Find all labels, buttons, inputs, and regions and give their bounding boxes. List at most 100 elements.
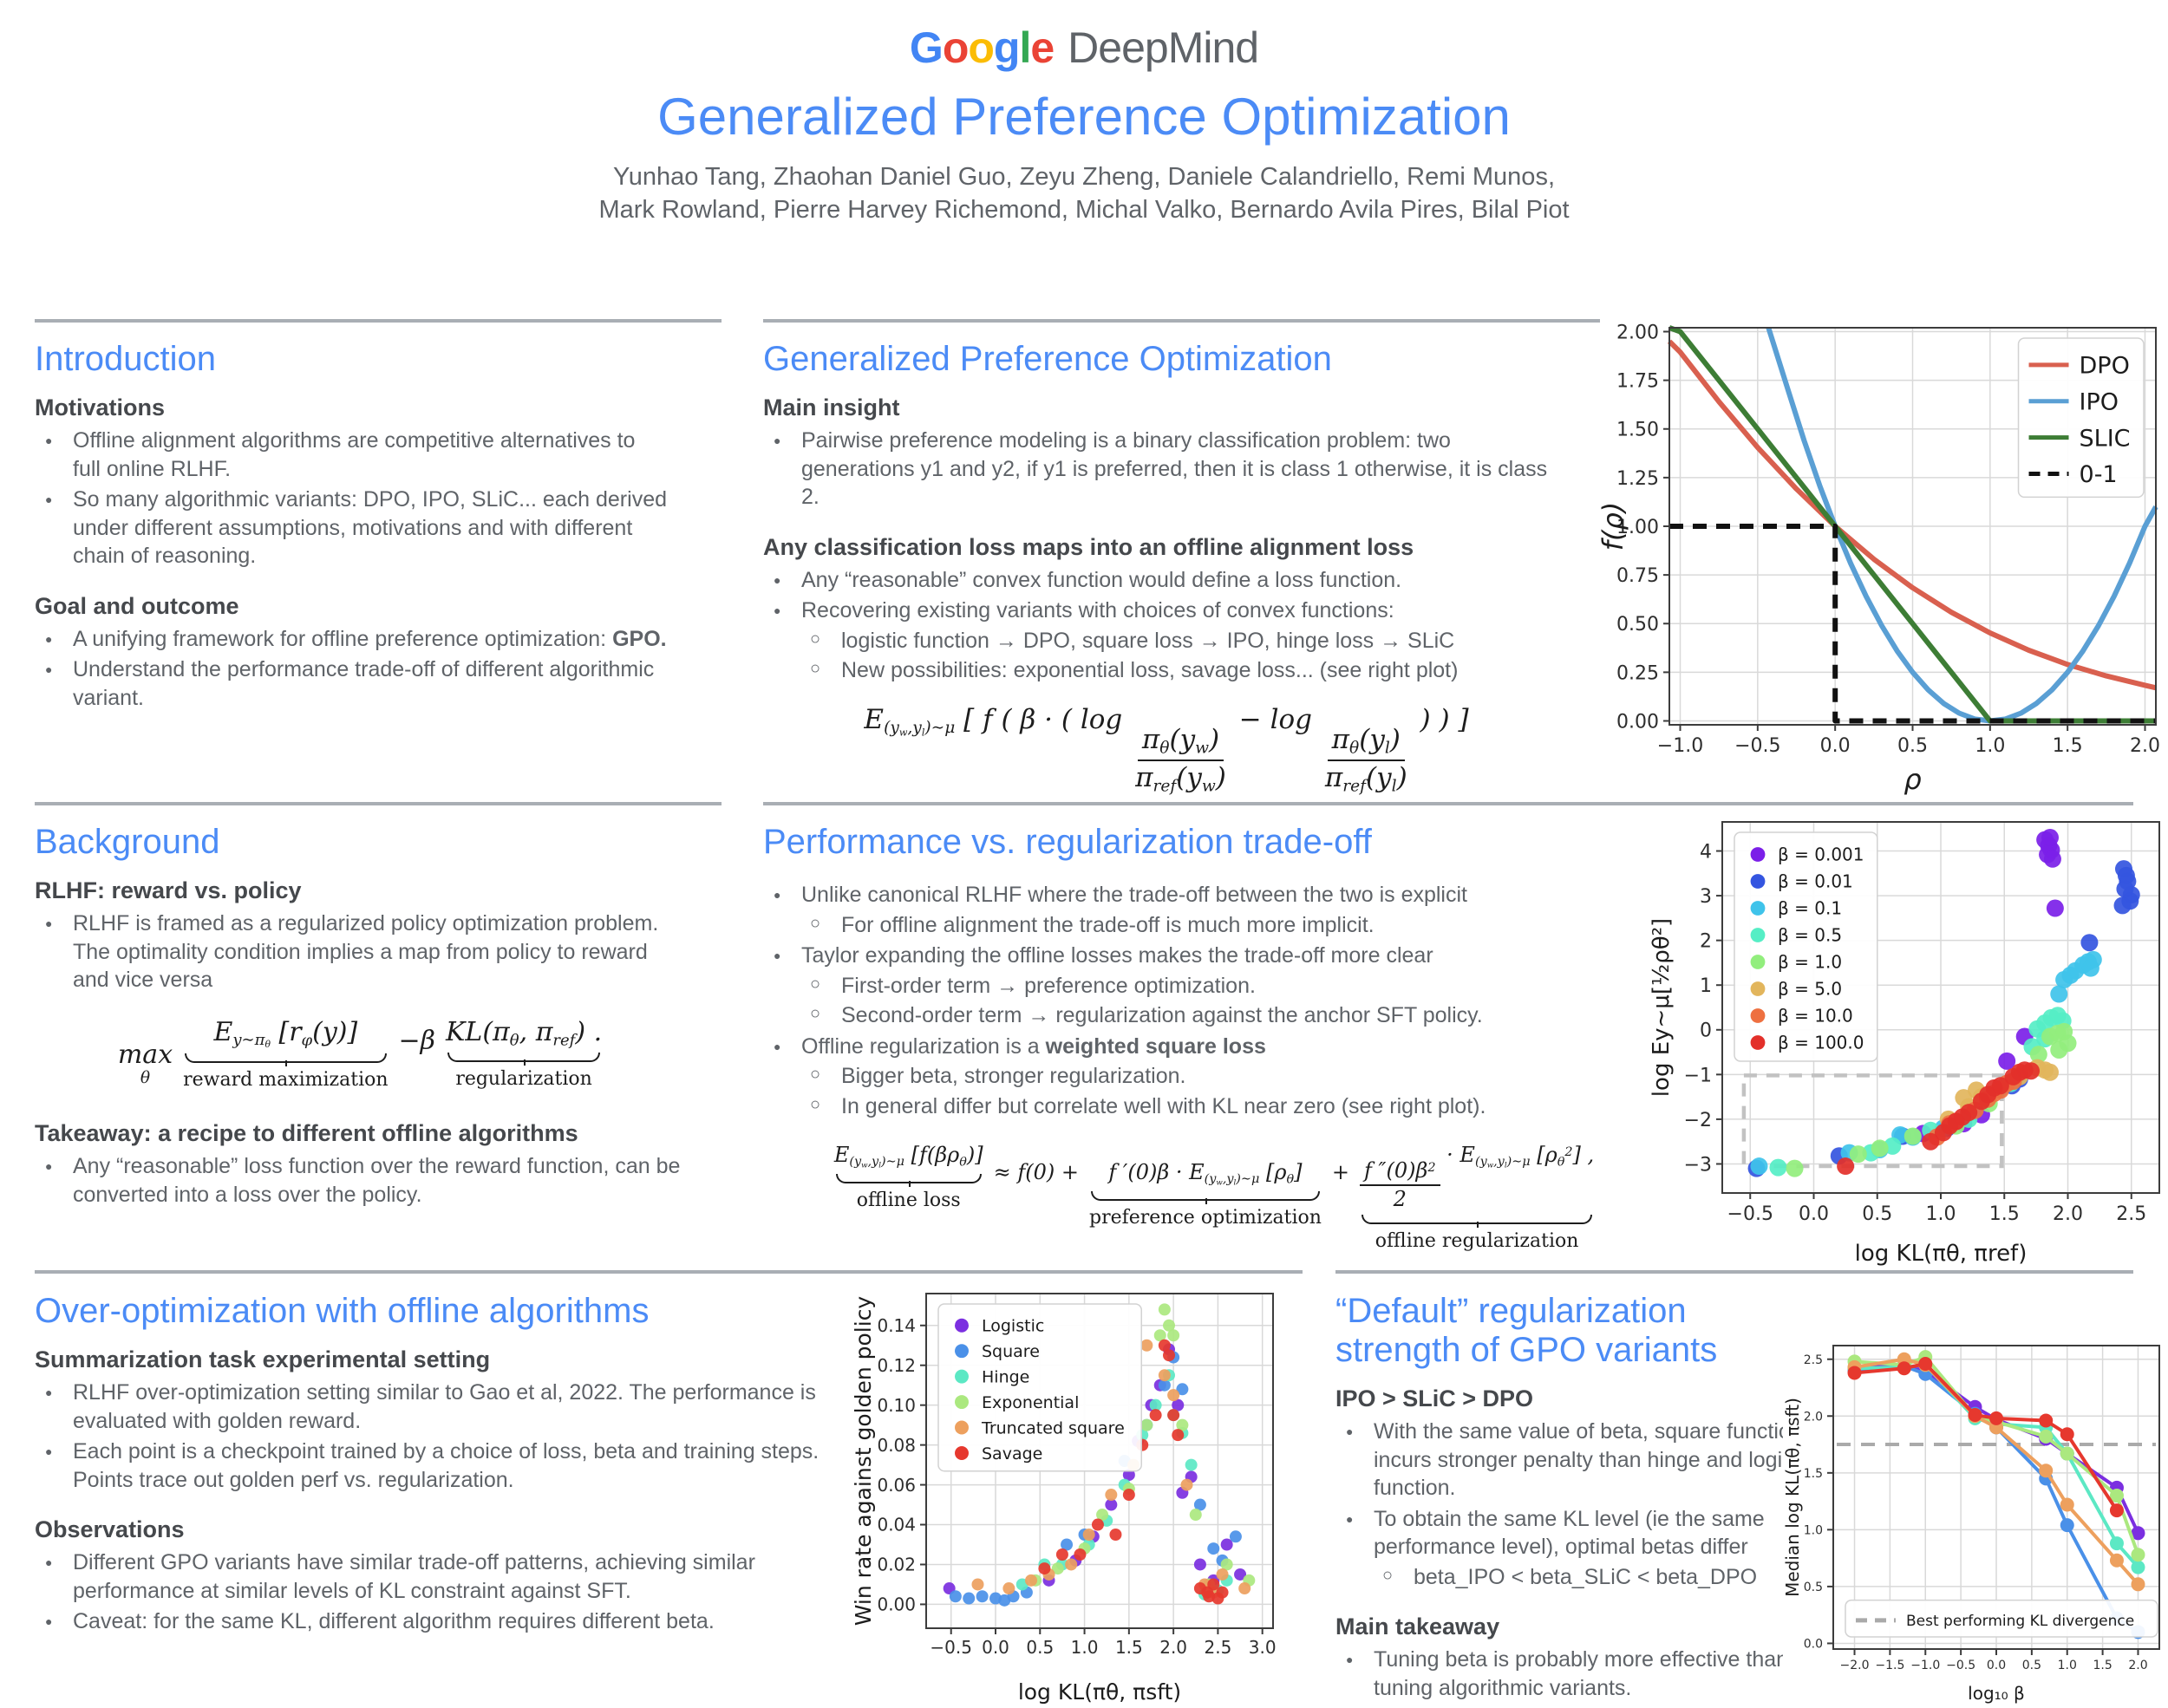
bullet-list: Tuning beta is probably more effective t… bbox=[1335, 1646, 1821, 1702]
svg-text:0.50: 0.50 bbox=[1616, 614, 1659, 636]
logo-letter: e bbox=[1030, 23, 1055, 72]
sub-bullet-list: logistic function → DPO, square loss → I… bbox=[801, 627, 1570, 685]
list-item: A unifying framework for offline prefere… bbox=[35, 625, 668, 654]
list-item: RLHF is framed as a regularized policy o… bbox=[35, 909, 685, 994]
authors: Yunhao Tang, Zhaohan Daniel Guo, Zeyu Zh… bbox=[598, 163, 1570, 225]
svg-text:1.50: 1.50 bbox=[1616, 420, 1659, 441]
list-item: First-order term → preference optimizati… bbox=[801, 972, 1665, 1001]
svg-text:SLIC: SLIC bbox=[2080, 425, 2131, 452]
subheading: Main insight bbox=[763, 394, 900, 420]
svg-text:f(ρ): f(ρ) bbox=[1600, 502, 1629, 551]
svg-text:2.0: 2.0 bbox=[2053, 1203, 2083, 1225]
logo-letter: o bbox=[942, 23, 970, 72]
svg-text:1.5: 1.5 bbox=[1115, 1637, 1143, 1658]
section-title: Introduction bbox=[35, 340, 217, 378]
svg-text:0.12: 0.12 bbox=[877, 1355, 916, 1376]
svg-text:−2.0: −2.0 bbox=[1840, 1659, 1870, 1672]
subheading: RLHF: reward vs. policy bbox=[35, 877, 302, 903]
subheading: Goal and outcome bbox=[35, 592, 239, 619]
list-item: In general differ but correlate well wit… bbox=[801, 1092, 1665, 1121]
logo-letter: l bbox=[1019, 23, 1031, 72]
list-item: Bigger beta, stronger regularization. bbox=[801, 1062, 1665, 1091]
svg-text:1.75: 1.75 bbox=[1616, 371, 1659, 393]
svg-text:DPO: DPO bbox=[2080, 353, 2130, 380]
svg-text:0.0: 0.0 bbox=[982, 1637, 1009, 1658]
svg-text:−0.5: −0.5 bbox=[1946, 1659, 1975, 1672]
list-item: Understand the performance trade-off of … bbox=[35, 655, 668, 712]
svg-text:−1.0: −1.0 bbox=[1910, 1659, 1940, 1672]
underbrace bbox=[834, 1173, 983, 1187]
list-item: Second-order term → regularization again… bbox=[801, 1001, 1665, 1030]
svg-text:0.0: 0.0 bbox=[1799, 1203, 1829, 1225]
svg-text:log₁₀ β: log₁₀ β bbox=[1968, 1683, 2025, 1704]
svg-text:2.5: 2.5 bbox=[2116, 1203, 2146, 1225]
bullet-list: Pairwise preference modeling is a binary… bbox=[763, 427, 1570, 512]
svg-text:ρ: ρ bbox=[1904, 763, 1921, 796]
svg-text:0.0: 0.0 bbox=[1987, 1659, 2006, 1672]
svg-text:0.5: 0.5 bbox=[1026, 1637, 1054, 1658]
section-background: Background RLHF: reward vs. policy RLHF … bbox=[35, 823, 685, 1211]
svg-text:log KL(πθ, πref): log KL(πθ, πref) bbox=[1855, 1241, 2028, 1267]
tradeoff-scatter-chart: −0.5 0.0 0.5 1.0 1.5 2.0 2.5 −3 −2 −1 0 1 2 3 4 log KL(… bbox=[1648, 813, 2168, 1268]
svg-text:0.0: 0.0 bbox=[1820, 735, 1851, 757]
list-item: With the same value of beta, square func… bbox=[1335, 1418, 1821, 1503]
svg-text:4: 4 bbox=[1700, 841, 1712, 863]
svg-text:0.5: 0.5 bbox=[1897, 735, 1928, 757]
list-item: To obtain the same KL level (ie the same… bbox=[1335, 1505, 1821, 1592]
deepmind-wordmark: DeepMind bbox=[1068, 23, 1259, 72]
divider bbox=[35, 319, 722, 323]
svg-text:1.0: 1.0 bbox=[2058, 1659, 2077, 1672]
poster-title: Generalized Preference Optimization bbox=[657, 88, 1511, 146]
rlhf-objective-formula: max θ Ey∼πθ [rφ(y)] reward maximization −… bbox=[117, 1016, 603, 1092]
svg-text:Logistic: Logistic bbox=[982, 1317, 1044, 1336]
svg-text:β = 1.0: β = 1.0 bbox=[1778, 952, 1842, 973]
sub-bullet-list: Bigger beta, stronger regularization. In… bbox=[801, 1062, 1665, 1120]
svg-text:1: 1 bbox=[1700, 975, 1712, 997]
list-item: Recovering existing variants with choice… bbox=[763, 596, 1570, 685]
svg-text:2: 2 bbox=[1700, 931, 1712, 953]
svg-text:0.02: 0.02 bbox=[877, 1555, 916, 1575]
subheading: Summarization task experimental setting bbox=[35, 1346, 491, 1372]
svg-text:β = 10.0: β = 10.0 bbox=[1778, 1006, 1853, 1027]
bullet-list: With the same value of beta, square func… bbox=[1335, 1418, 1821, 1591]
svg-text:0.0: 0.0 bbox=[1804, 1637, 1823, 1651]
svg-text:0.10: 0.10 bbox=[877, 1395, 916, 1416]
svg-text:−3: −3 bbox=[1684, 1154, 1712, 1176]
svg-text:Best performing KL divergence: Best performing KL divergence bbox=[1906, 1613, 2134, 1630]
section-title: “Default” regularization strength of GPO… bbox=[1335, 1292, 1718, 1369]
svg-text:0: 0 bbox=[1700, 1020, 1712, 1042]
svg-text:1.5: 1.5 bbox=[1989, 1203, 2020, 1225]
bullet-list: Unlike canonical RLHF where the trade-of… bbox=[763, 881, 1665, 1120]
svg-text:β = 100.0: β = 100.0 bbox=[1778, 1033, 1864, 1053]
list-item: Offline alignment algorithms are competi… bbox=[35, 427, 668, 483]
logo-letter: G bbox=[909, 23, 944, 72]
divider bbox=[35, 802, 722, 805]
svg-text:1.00: 1.00 bbox=[1616, 517, 1659, 538]
svg-text:1.25: 1.25 bbox=[1616, 468, 1659, 490]
poster-header: Google DeepMind Generalized Preference Op… bbox=[0, 0, 2168, 227]
list-item: Tuning beta is probably more effective t… bbox=[1335, 1646, 1821, 1702]
bullet-list: RLHF over-optimization setting similar t… bbox=[35, 1379, 841, 1494]
list-item: beta_IPO < beta_SLiC < beta_DPO bbox=[1374, 1563, 1821, 1592]
subheading: IPO > SLiC > DPO bbox=[1335, 1385, 1534, 1411]
svg-text:1.0: 1.0 bbox=[1975, 735, 2005, 757]
subheading: Motivations bbox=[35, 394, 166, 420]
svg-text:2.0: 2.0 bbox=[2130, 735, 2160, 757]
list-item: RLHF over-optimization setting similar t… bbox=[35, 1379, 841, 1435]
list-item: For offline alignment the trade-off is m… bbox=[801, 911, 1665, 940]
divider bbox=[35, 1270, 1303, 1274]
svg-text:1.0: 1.0 bbox=[1071, 1637, 1099, 1658]
divider bbox=[1335, 1270, 2133, 1274]
svg-text:Square: Square bbox=[982, 1342, 1040, 1361]
svg-text:−1: −1 bbox=[1684, 1065, 1712, 1086]
section-title: Performance vs. regularization trade-off bbox=[763, 823, 1372, 861]
underbrace bbox=[1360, 1214, 1594, 1228]
svg-text:0.25: 0.25 bbox=[1616, 662, 1659, 684]
median-kl-line-chart: −2.0 −1.5 −1.0 −0.5 0.0 0.5 1.0 1.5 2.0 0.0 0.5 1.0… bbox=[1782, 1333, 2168, 1706]
svg-text:0.5: 0.5 bbox=[2022, 1659, 2041, 1672]
underbrace bbox=[183, 1053, 388, 1067]
svg-text:−0.5: −0.5 bbox=[930, 1637, 972, 1658]
list-item: Different GPO variants have similar trad… bbox=[35, 1548, 841, 1605]
svg-text:β = 5.0: β = 5.0 bbox=[1778, 979, 1842, 1000]
list-item: Each point is a checkpoint trained by a … bbox=[35, 1437, 841, 1494]
